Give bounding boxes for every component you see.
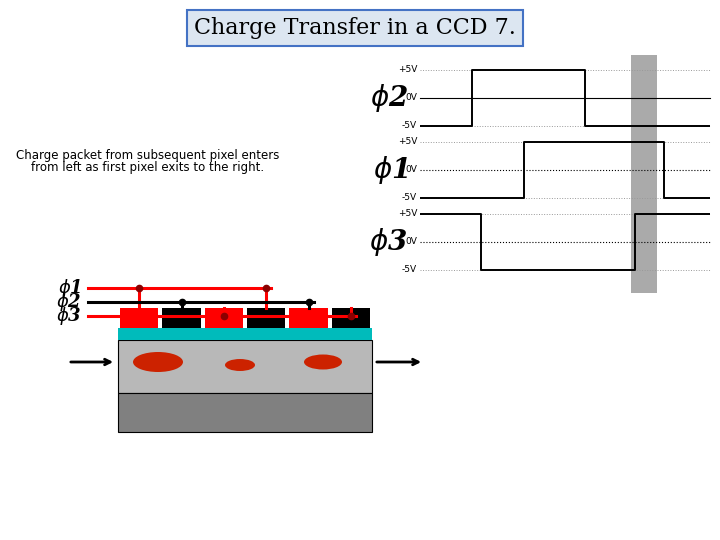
Text: 0V: 0V: [405, 165, 417, 174]
Text: $\phi$3: $\phi$3: [369, 226, 408, 258]
Text: $\phi$3: $\phi$3: [56, 305, 82, 327]
Text: -5V: -5V: [402, 193, 417, 202]
Bar: [162, 308, 201, 328]
Bar: [118, 393, 372, 432]
Bar: [118, 340, 372, 393]
Bar: [289, 308, 328, 328]
Text: Charge packet from subsequent pixel enters: Charge packet from subsequent pixel ente…: [17, 148, 279, 161]
Text: 0V: 0V: [405, 238, 417, 246]
Text: $\phi$1: $\phi$1: [373, 154, 408, 186]
Bar: [118, 328, 372, 340]
Text: -5V: -5V: [402, 266, 417, 274]
Ellipse shape: [304, 354, 342, 369]
Ellipse shape: [225, 359, 255, 371]
Text: -5V: -5V: [402, 122, 417, 131]
Bar: [204, 308, 243, 328]
Text: $\phi$1: $\phi$1: [58, 277, 82, 299]
Ellipse shape: [133, 352, 183, 372]
Text: from left as first pixel exits to the right.: from left as first pixel exits to the ri…: [32, 161, 264, 174]
Bar: [631, 55, 657, 293]
Text: Charge Transfer in a CCD 7.: Charge Transfer in a CCD 7.: [194, 17, 516, 39]
Text: 0V: 0V: [405, 93, 417, 103]
Bar: [332, 308, 370, 328]
Text: +5V: +5V: [397, 210, 417, 219]
Bar: [120, 308, 158, 328]
Text: +5V: +5V: [397, 138, 417, 146]
Bar: [247, 308, 285, 328]
Text: +5V: +5V: [397, 65, 417, 75]
Text: $\phi$2: $\phi$2: [369, 82, 408, 114]
Text: $\phi$2: $\phi$2: [56, 291, 82, 313]
